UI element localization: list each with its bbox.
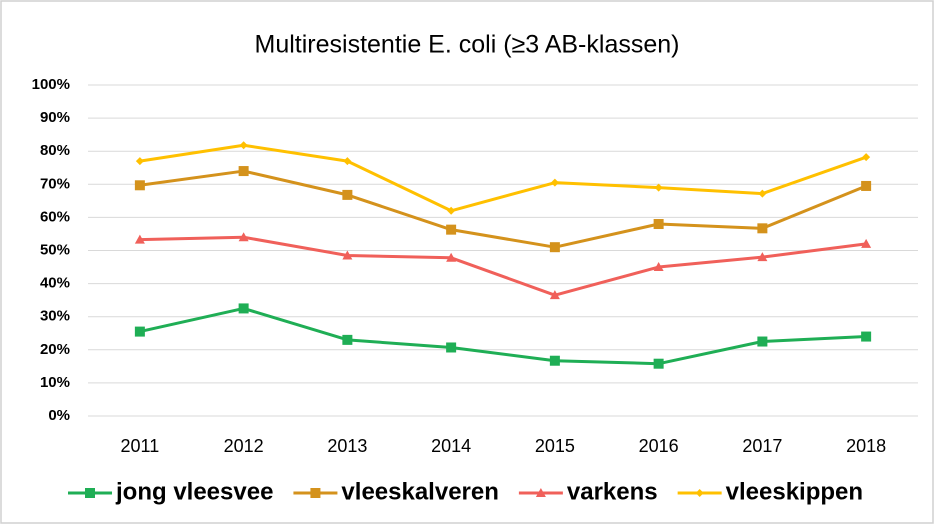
point xyxy=(135,157,144,166)
point xyxy=(861,331,872,342)
point xyxy=(549,242,560,253)
point xyxy=(550,178,559,187)
y-tick-label: 20% xyxy=(40,341,70,358)
legend-marker xyxy=(695,489,704,497)
point xyxy=(343,157,352,166)
y-tick-label: 30% xyxy=(40,308,70,325)
point xyxy=(653,358,664,369)
point xyxy=(861,238,872,248)
point xyxy=(342,189,353,200)
point xyxy=(342,250,353,260)
chart-title: Multiresistentie E. coli (≥3 AB-klassen) xyxy=(255,31,680,59)
x-tick-label: 2016 xyxy=(639,436,679,456)
series-line xyxy=(139,306,867,366)
x-tick-label: 2013 xyxy=(327,436,367,456)
point xyxy=(862,153,871,162)
legend-marker xyxy=(535,488,546,497)
point xyxy=(757,252,768,262)
y-tick-label: 50% xyxy=(40,241,70,258)
y-tick-label: 40% xyxy=(40,275,70,292)
legend-label: vleeskalveren xyxy=(341,478,498,505)
point xyxy=(446,224,457,235)
point xyxy=(238,303,249,314)
point xyxy=(134,234,145,244)
y-tick-label: 0% xyxy=(48,407,70,424)
point xyxy=(757,223,768,234)
point xyxy=(134,180,145,191)
point xyxy=(446,252,457,262)
point xyxy=(861,180,872,191)
y-tick-label: 100% xyxy=(32,76,70,93)
x-tick-label: 2012 xyxy=(224,436,264,456)
x-tick-label: 2014 xyxy=(431,436,471,456)
point xyxy=(446,342,457,353)
series-line xyxy=(139,169,867,249)
legend-label: varkens xyxy=(567,478,658,505)
y-tick-label: 70% xyxy=(40,175,70,192)
point xyxy=(134,326,145,337)
legend-marker xyxy=(85,488,95,498)
point xyxy=(238,166,249,177)
point xyxy=(549,290,560,300)
point xyxy=(447,206,456,215)
point xyxy=(654,183,663,192)
point xyxy=(239,141,248,150)
y-tick-label: 90% xyxy=(40,109,70,126)
y-tick-label: 60% xyxy=(40,208,70,225)
legend-marker xyxy=(310,488,321,498)
point xyxy=(549,355,560,366)
series-line xyxy=(139,143,867,213)
x-tick-label: 2011 xyxy=(121,436,160,456)
y-tick-label: 10% xyxy=(40,374,70,391)
point xyxy=(758,189,767,198)
x-tick-label: 2015 xyxy=(535,436,575,456)
legend-label: vleeskippen xyxy=(726,478,863,505)
point xyxy=(653,262,664,272)
y-tick-label: 80% xyxy=(40,142,70,159)
point xyxy=(342,334,353,345)
x-tick-label: 2017 xyxy=(742,436,782,456)
point xyxy=(757,336,768,347)
series-line xyxy=(139,235,867,297)
point xyxy=(653,219,664,230)
x-tick-label: 2018 xyxy=(846,436,886,456)
point xyxy=(238,232,249,242)
legend-label: jong vleesvee xyxy=(115,478,273,505)
